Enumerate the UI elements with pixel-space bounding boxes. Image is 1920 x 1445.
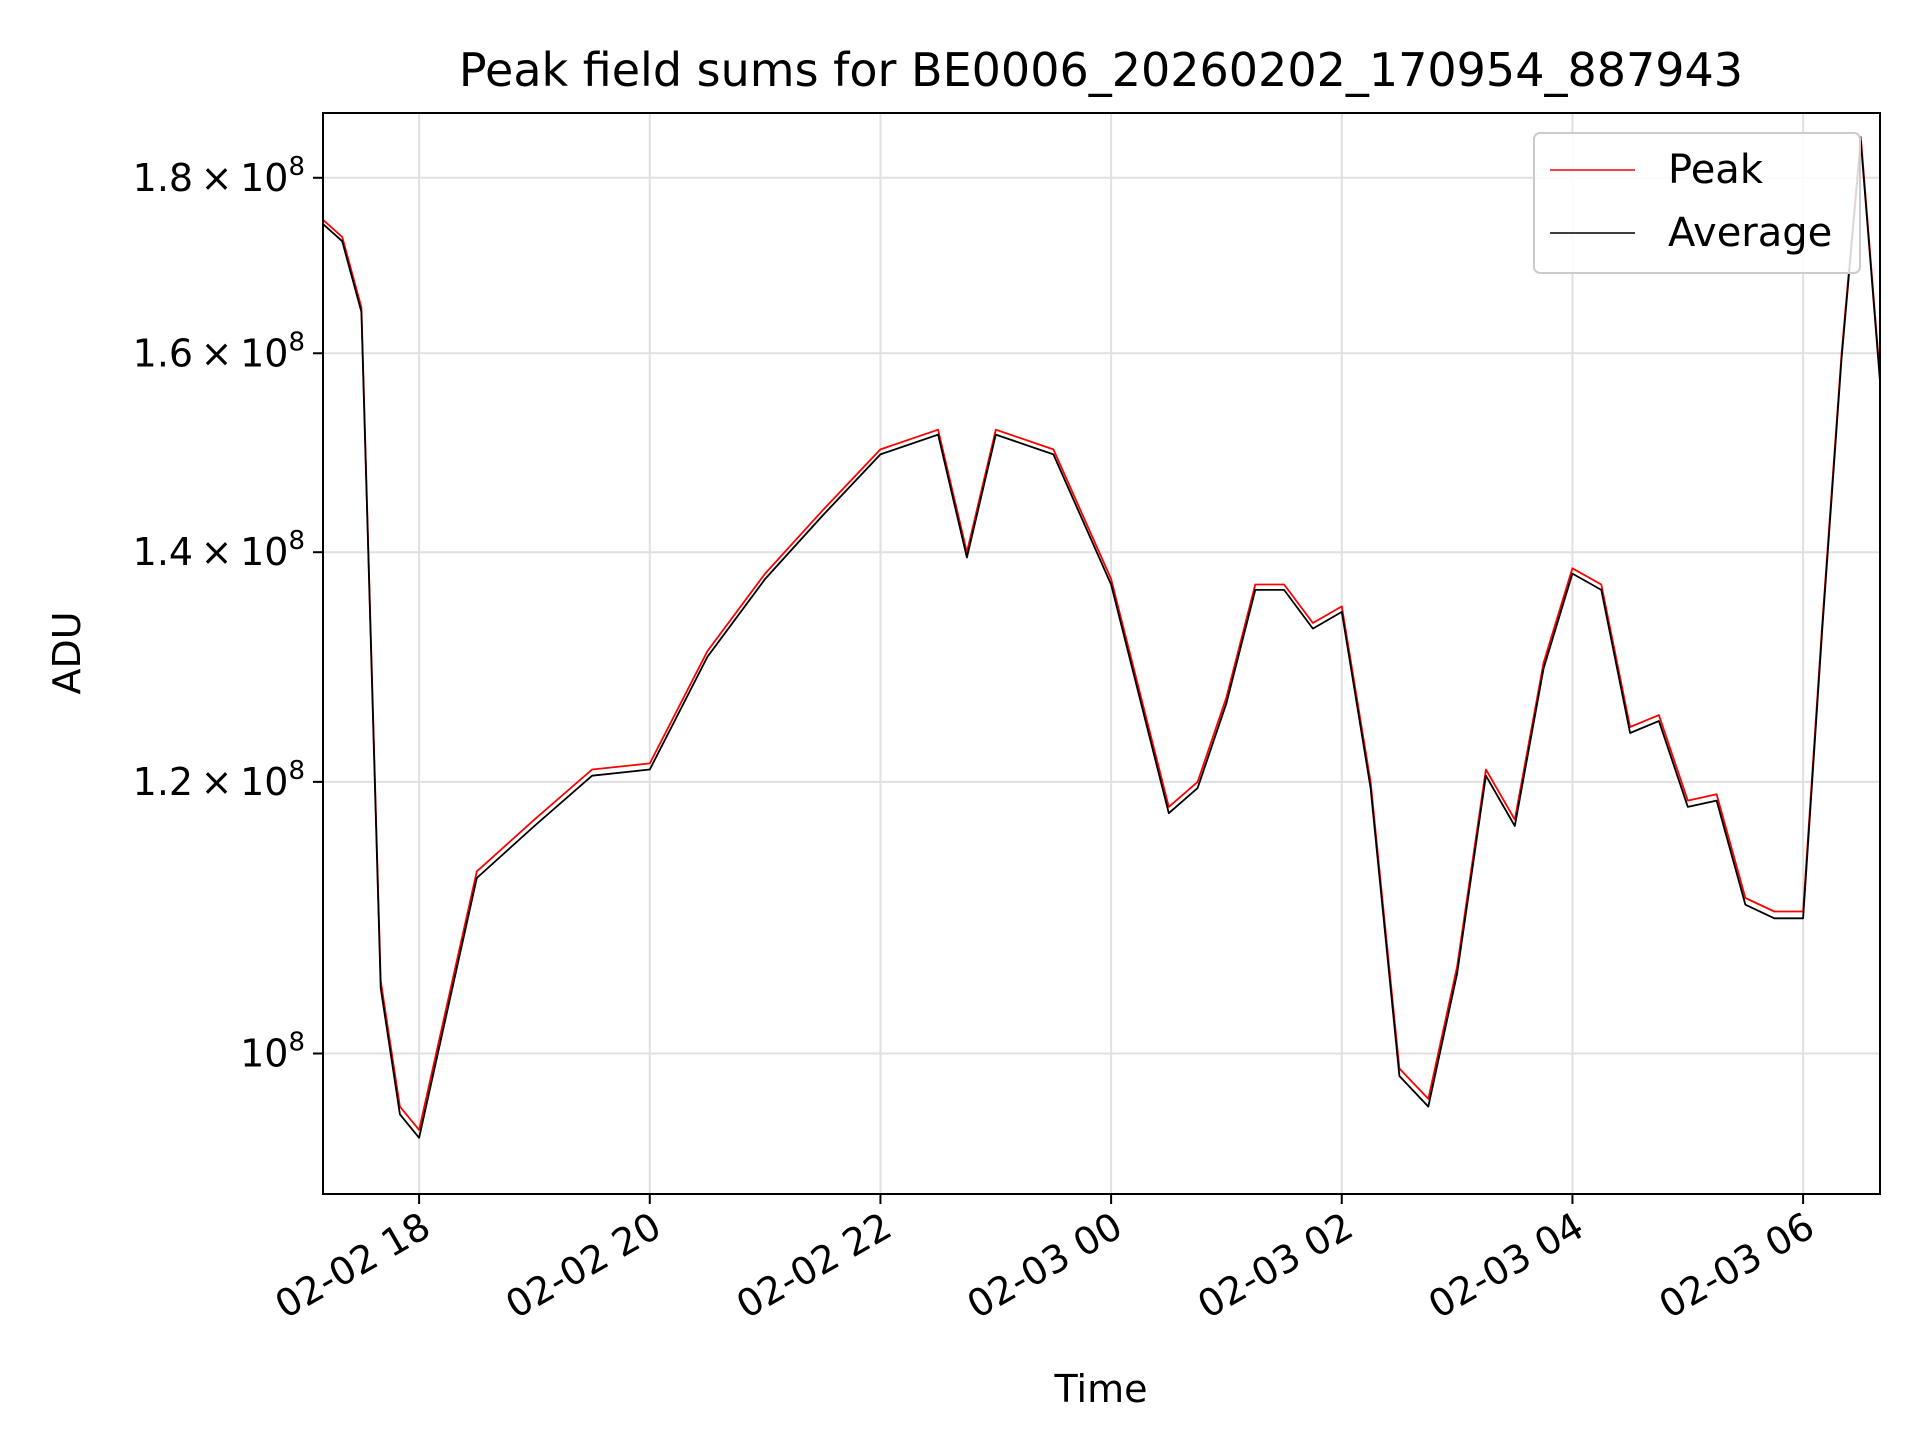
- chart-title: Peak field sums for BE0006_20260202_1709…: [459, 43, 1743, 97]
- series-line-peak: [323, 136, 1880, 1131]
- series-line-average: [323, 140, 1880, 1139]
- x-axis-label: Time: [1054, 1367, 1148, 1411]
- legend-label-peak: Peak: [1668, 147, 1764, 193]
- plot-area: [323, 136, 1880, 1139]
- y-tick-label: 1.4 × 108: [133, 526, 305, 574]
- y-axis: 108 1.2 × 108 1.4 × 108 1.6 × 108 1.8 × 108: [133, 152, 323, 1075]
- legend-box: [1533, 132, 1861, 274]
- y-tick-label: 1.2 × 108: [133, 756, 305, 804]
- legend: Peak Average: [1533, 132, 1861, 274]
- y-axis-label: ADU: [45, 611, 89, 694]
- y-tick-label: 1.6 × 108: [133, 327, 305, 375]
- grid: [323, 113, 1880, 1194]
- series-group: [323, 136, 1880, 1139]
- y-tick-label: 1.8 × 108: [133, 152, 305, 200]
- legend-label-average: Average: [1668, 210, 1832, 256]
- plot-frame: [322, 112, 1881, 1195]
- y-tick-label: 108: [240, 1027, 305, 1075]
